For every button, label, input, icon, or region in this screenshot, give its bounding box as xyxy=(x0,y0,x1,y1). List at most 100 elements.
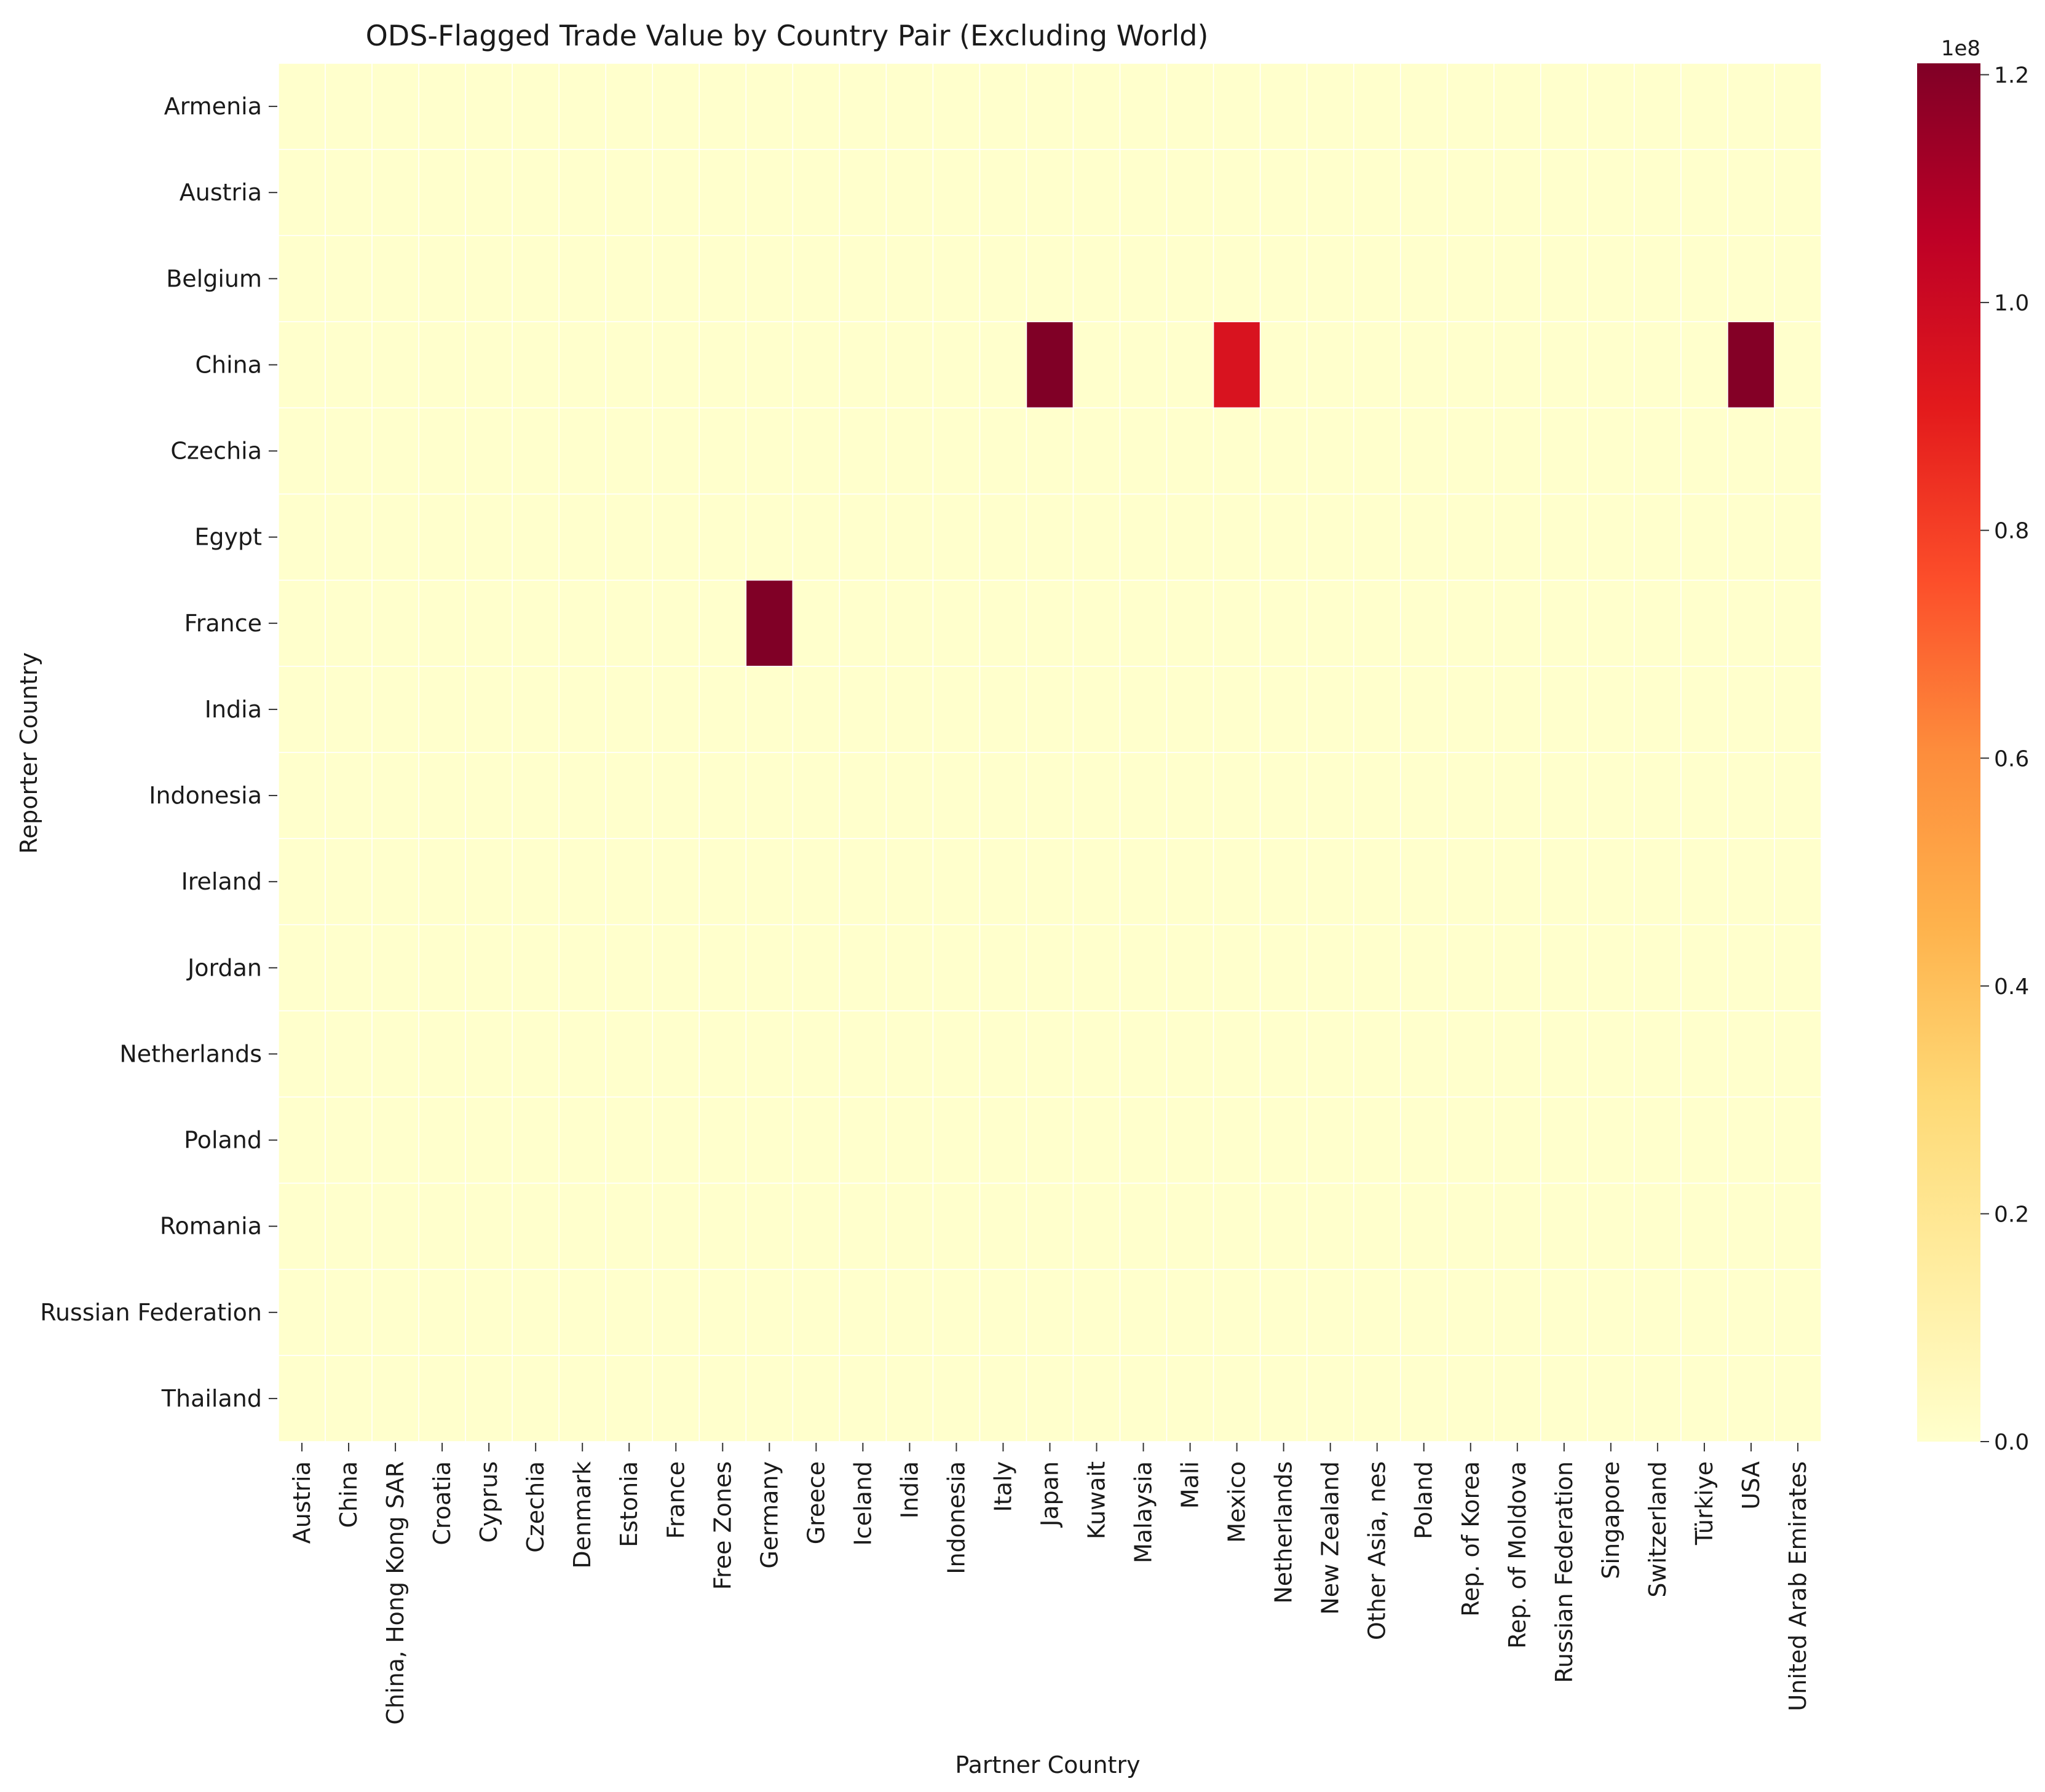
heatmap-cell xyxy=(278,752,326,839)
heatmap-cell xyxy=(1727,1182,1775,1270)
heatmap-cell xyxy=(698,580,747,667)
heatmap-cell xyxy=(1072,1269,1121,1356)
heatmap-cell xyxy=(1306,63,1355,150)
heatmap-cell xyxy=(418,1269,466,1356)
colorbar-gradient xyxy=(1917,63,1980,1442)
heatmap-cell xyxy=(1447,838,1495,925)
heatmap-cell xyxy=(1166,235,1214,323)
heatmap-cell xyxy=(512,1096,560,1184)
heatmap-cell xyxy=(932,580,981,667)
heatmap-cell xyxy=(558,1355,606,1442)
heatmap-cell xyxy=(698,752,747,839)
heatmap-cell xyxy=(325,149,373,236)
heatmap-cell xyxy=(1634,63,1682,150)
heatmap-cell xyxy=(1212,149,1261,236)
heatmap-cell xyxy=(1026,838,1074,925)
heatmap-cell xyxy=(792,838,841,925)
heatmap-cell xyxy=(698,1182,747,1270)
heatmap-cell xyxy=(745,63,794,150)
heatmap-cell xyxy=(1493,149,1541,236)
heatmap-cell xyxy=(1727,407,1775,495)
heatmap-cell xyxy=(325,580,373,667)
heatmap-cell xyxy=(1259,1182,1308,1270)
heatmap-cell xyxy=(1493,1096,1541,1184)
heatmap-cell xyxy=(1587,493,1635,581)
heatmap-cell xyxy=(979,1010,1027,1098)
colorbar-tick-label: 1.2 xyxy=(1994,63,2029,89)
heatmap-cell xyxy=(1774,838,1822,925)
heatmap-cell xyxy=(512,666,560,753)
heatmap-cell xyxy=(325,1010,373,1098)
heatmap-cell xyxy=(1072,493,1121,581)
x-tick-label: Poland xyxy=(1410,1461,1438,1539)
heatmap-cell xyxy=(325,1182,373,1270)
heatmap-cell xyxy=(979,752,1027,839)
heatmap-cell xyxy=(1119,407,1168,495)
heatmap-cell xyxy=(1680,493,1728,581)
heatmap-cell xyxy=(1353,752,1401,839)
heatmap-cell xyxy=(605,1010,653,1098)
y-tick-label: Austria xyxy=(180,179,262,206)
heatmap-cell xyxy=(979,493,1027,581)
heatmap-cell xyxy=(605,321,653,409)
heatmap-cell xyxy=(1774,1182,1822,1270)
colorbar-tick-label: 0.6 xyxy=(1994,746,2029,772)
heatmap-cell xyxy=(885,1010,934,1098)
heatmap-cell xyxy=(885,493,934,581)
heatmap-cell xyxy=(1306,1010,1355,1098)
heatmap-cell xyxy=(932,1269,981,1356)
heatmap-cell xyxy=(512,1182,560,1270)
heatmap-cell xyxy=(1493,666,1541,753)
heatmap-cell xyxy=(1727,1269,1775,1356)
heatmap-cell xyxy=(1306,149,1355,236)
heatmap-cell xyxy=(745,580,794,667)
heatmap-cell xyxy=(1540,752,1588,839)
heatmap-cell xyxy=(1774,1355,1822,1442)
heatmap-cell xyxy=(1306,752,1355,839)
heatmap-cell xyxy=(1634,321,1682,409)
heatmap-cells xyxy=(278,63,1822,1442)
x-tick-label: USA xyxy=(1738,1461,1765,1510)
heatmap-cell xyxy=(1680,63,1728,150)
heatmap-cell xyxy=(1353,321,1401,409)
heatmap-cell xyxy=(1399,235,1448,323)
heatmap-cell xyxy=(1587,149,1635,236)
heatmap-cell xyxy=(885,1269,934,1356)
heatmap-cell xyxy=(979,235,1027,323)
heatmap-cell xyxy=(512,838,560,925)
heatmap-cell xyxy=(371,1010,419,1098)
heatmap-cell xyxy=(1774,235,1822,323)
heatmap-cell xyxy=(1493,838,1541,925)
x-axis-label: Partner Country xyxy=(955,1751,1140,1778)
heatmap-cell xyxy=(1680,580,1728,667)
heatmap-cell xyxy=(1493,1182,1541,1270)
heatmap-cell xyxy=(932,407,981,495)
heatmap-cell xyxy=(1399,493,1448,581)
heatmap-cell xyxy=(1587,838,1635,925)
heatmap-cell xyxy=(1493,235,1541,323)
heatmap-cell xyxy=(979,1355,1027,1442)
heatmap-cell xyxy=(839,493,887,581)
y-axis-ticks: Armenia Austria Belgium China Czechia Egypt Fr… xyxy=(40,93,277,1412)
heatmap-cell xyxy=(1634,493,1682,581)
heatmap-cell xyxy=(652,235,700,323)
heatmap-cell xyxy=(1353,1269,1401,1356)
heatmap-cell xyxy=(1026,493,1074,581)
heatmap-cell xyxy=(465,1096,513,1184)
heatmap-cell xyxy=(558,1010,606,1098)
heatmap-cell xyxy=(558,924,606,1012)
y-tick-label: Thailand xyxy=(161,1385,262,1412)
heatmap-cell xyxy=(652,1182,700,1270)
heatmap-cell xyxy=(1447,1355,1495,1442)
heatmap-cell xyxy=(1727,1096,1775,1184)
y-tick-label: India xyxy=(205,696,262,723)
heatmap-cell xyxy=(1680,924,1728,1012)
heatmap-cell xyxy=(1259,752,1308,839)
heatmap-cell xyxy=(1072,1096,1121,1184)
heatmap-cell xyxy=(1399,1182,1448,1270)
heatmap-cell xyxy=(278,1269,326,1356)
heatmap-cell xyxy=(1259,666,1308,753)
heatmap-cell xyxy=(885,63,934,150)
heatmap-cell xyxy=(1119,1182,1168,1270)
heatmap-cell xyxy=(1634,1269,1682,1356)
